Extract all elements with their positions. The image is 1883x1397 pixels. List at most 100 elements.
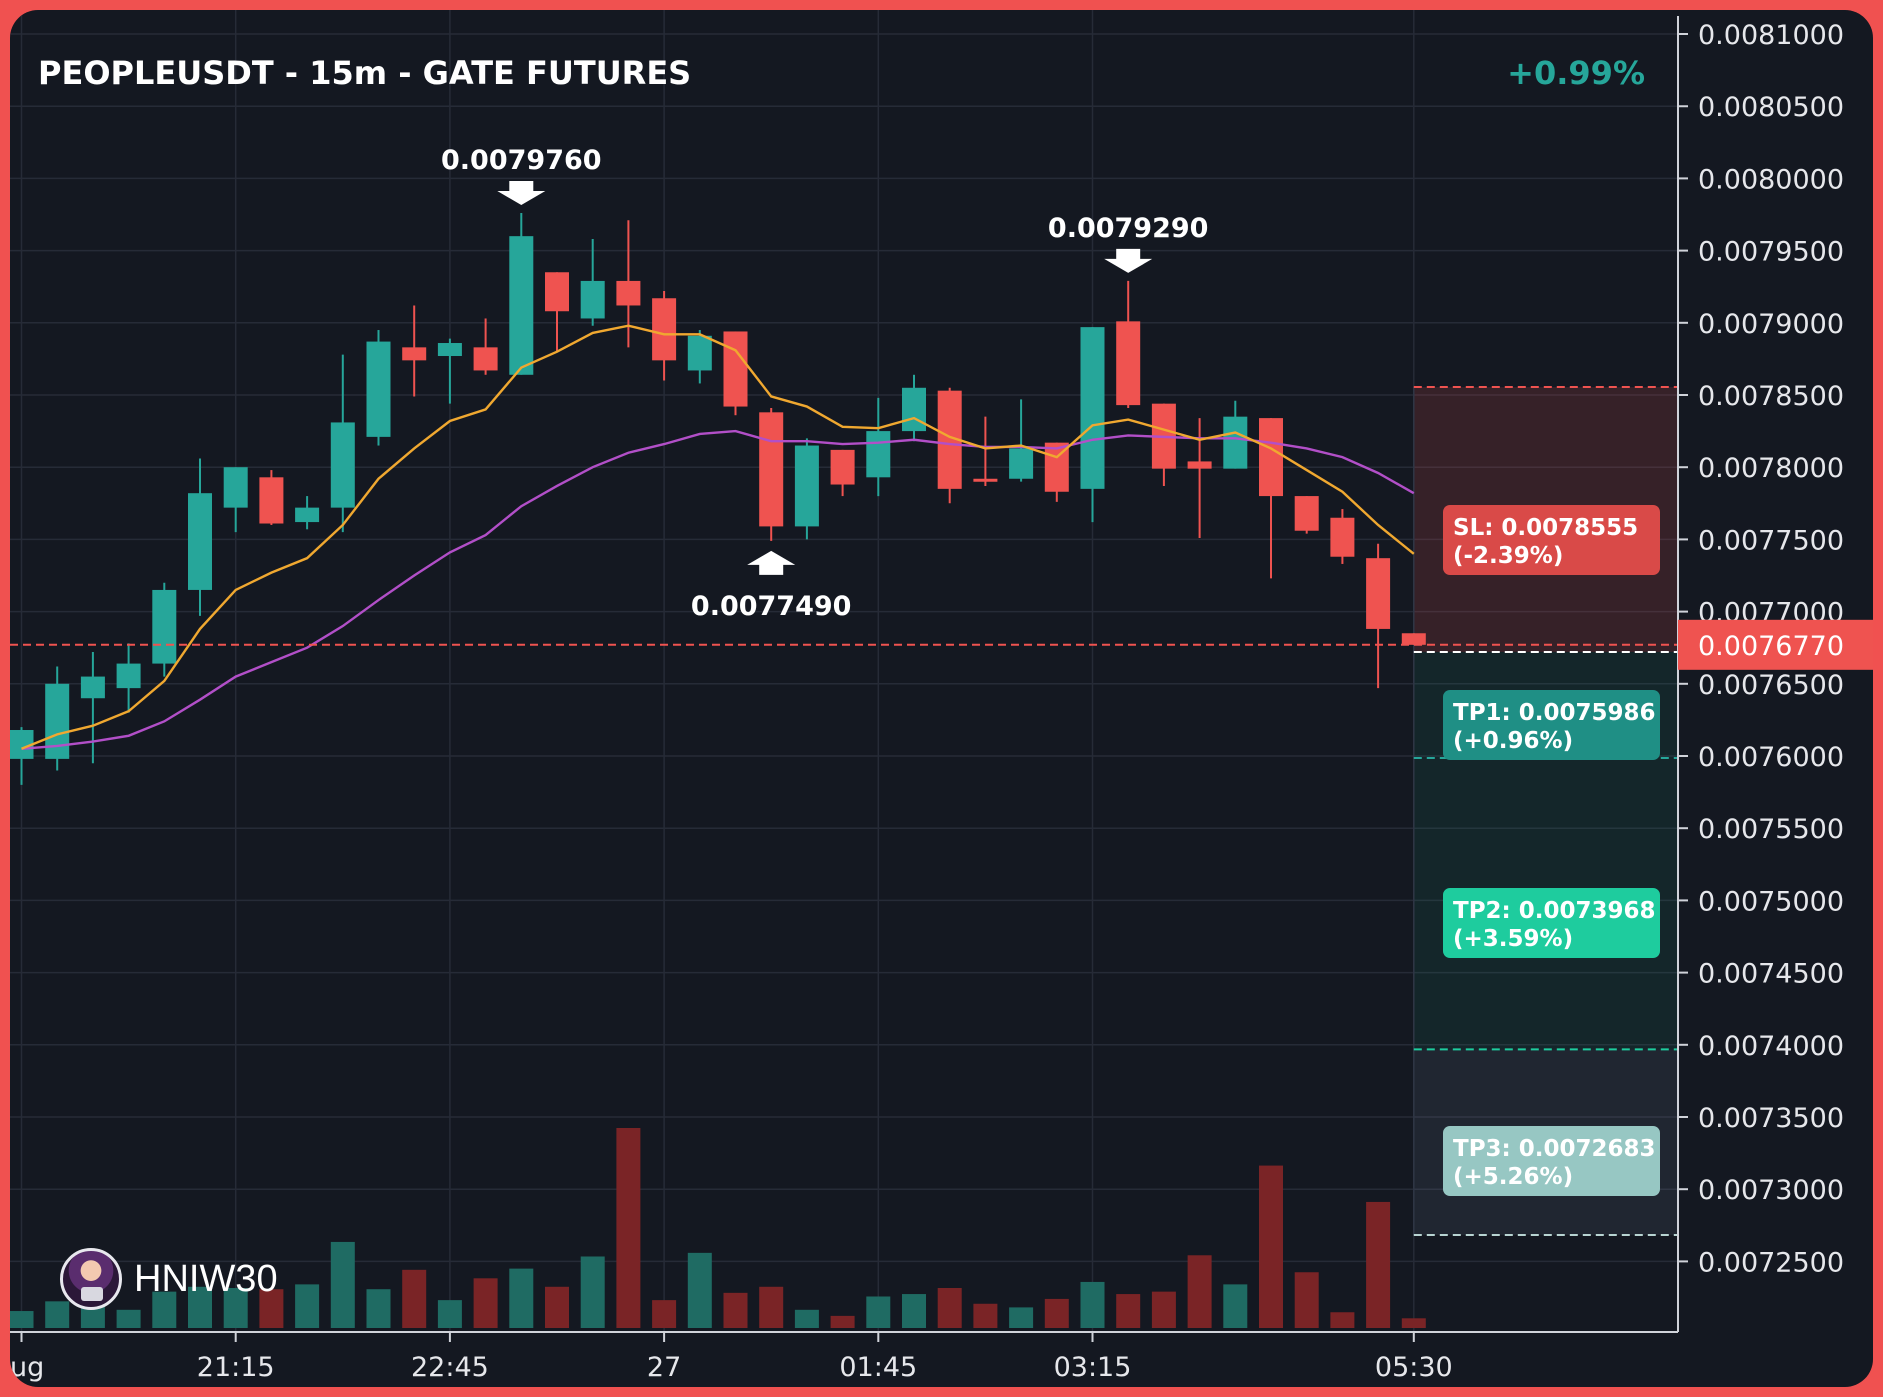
y-tick-label: 0.0079500 [1698, 237, 1844, 268]
tp3-label-bg [1443, 1126, 1660, 1196]
y-tick-label: 0.0081000 [1698, 20, 1844, 51]
candle[interactable] [830, 449, 855, 497]
candle-body [259, 477, 284, 524]
volume-bar [152, 1291, 177, 1328]
x-tick-label: 27 [647, 1352, 681, 1383]
candle[interactable] [1116, 280, 1141, 408]
candle[interactable] [259, 470, 284, 525]
candle[interactable] [80, 652, 105, 764]
swing-low-marker: 0.0077490 [691, 550, 851, 622]
candle-body [1294, 496, 1319, 531]
y-tick-label: 0.0073500 [1698, 1103, 1844, 1134]
candle[interactable] [1259, 418, 1283, 579]
candle[interactable] [152, 582, 177, 677]
sl-label-percent: (-2.39%) [1453, 543, 1563, 569]
candle[interactable] [402, 305, 427, 397]
sl-label-bg [1443, 505, 1660, 575]
chart-frame: 0.0079760 0.0077490 0.0079290 0.0081000 0.0… [10, 10, 1873, 1387]
last-price-tag-bg [1678, 619, 1873, 670]
candle[interactable] [1401, 633, 1426, 645]
tp3-label: TP3: 0.0072683(+5.26%) [1443, 1126, 1660, 1196]
tp1-label-bg [1443, 690, 1660, 760]
tp3-label-price: TP3: 0.0072683 [1453, 1136, 1656, 1162]
candle[interactable] [1009, 399, 1034, 482]
volume-bar [223, 1288, 248, 1328]
volume-bar [259, 1289, 284, 1328]
candle[interactable] [295, 496, 320, 530]
candle[interactable] [902, 374, 926, 442]
candle[interactable] [1187, 418, 1212, 538]
volume-bar [1259, 1165, 1283, 1328]
x-tick-label: 21:15 [197, 1352, 275, 1383]
candle-body [80, 676, 105, 699]
candle[interactable] [45, 666, 70, 771]
candle[interactable] [1330, 509, 1355, 564]
candle-body [1401, 633, 1426, 645]
chart-title: PEOPLEUSDT - 15m - GATE FUTURES [38, 54, 691, 92]
candle[interactable] [1223, 400, 1248, 469]
candle[interactable] [10, 727, 34, 785]
volume-bar [973, 1303, 998, 1328]
arrow-down-icon [1104, 248, 1153, 273]
sl-label: SL: 0.0078555(-2.39%) [1443, 505, 1660, 575]
candle[interactable] [1151, 403, 1176, 486]
candle[interactable] [794, 438, 819, 540]
candle-body [902, 387, 926, 432]
y-tick-label: 0.0072500 [1698, 1247, 1844, 1278]
volume-bar [116, 1309, 141, 1328]
x-tick-label: 05:30 [1375, 1352, 1453, 1383]
watermark-name: HNIW30 [134, 1257, 278, 1300]
volume-bar [45, 1301, 70, 1328]
candle-body [1366, 558, 1391, 629]
candle-body [473, 347, 498, 371]
candle-body [759, 412, 784, 527]
watermark: HNIW30 [60, 1247, 278, 1311]
candle[interactable] [473, 318, 498, 375]
candle[interactable] [188, 458, 212, 616]
volume-bar [616, 1128, 641, 1328]
candle[interactable] [223, 467, 248, 533]
candle[interactable] [580, 239, 605, 326]
tp3-label-percent: (+5.26%) [1453, 1164, 1573, 1190]
candle[interactable] [1044, 442, 1069, 502]
candle[interactable] [366, 330, 391, 446]
volume-bar [794, 1309, 819, 1328]
candle[interactable] [866, 397, 891, 497]
candle[interactable] [759, 407, 784, 541]
candle[interactable] [1366, 543, 1391, 689]
y-tick-label: 0.0078000 [1698, 453, 1844, 484]
candle-body [866, 431, 891, 478]
y-tick-label: 0.0075000 [1698, 886, 1844, 917]
candle-body [1009, 448, 1034, 479]
volume-bar [10, 1311, 34, 1328]
volume-bar [1330, 1312, 1355, 1328]
candle[interactable] [1294, 496, 1319, 534]
volume-bar [723, 1292, 748, 1328]
tp1-label: TP1: 0.0075986(+0.96%) [1443, 690, 1660, 760]
volume-bar [937, 1288, 962, 1328]
candle[interactable] [116, 643, 141, 713]
candle[interactable] [687, 330, 712, 384]
candle[interactable] [652, 291, 677, 381]
candle-body [1116, 321, 1141, 406]
candle[interactable] [330, 354, 355, 533]
candle[interactable] [509, 213, 534, 375]
volume-bar [473, 1278, 498, 1328]
candle-body [1259, 418, 1283, 497]
candle[interactable] [973, 416, 998, 486]
volume-bar [366, 1289, 391, 1328]
candle[interactable] [545, 272, 569, 352]
candle-body [830, 449, 855, 485]
candle[interactable] [437, 338, 462, 404]
y-tick-label: 0.0076500 [1698, 670, 1844, 701]
volume-bar [866, 1296, 891, 1328]
candlestick-chart[interactable]: 0.0079760 0.0077490 0.0079290 0.0081000 0.0… [10, 10, 1873, 1387]
volume-bar [1294, 1272, 1319, 1328]
last-price-label: 0.0076770 [1698, 631, 1844, 662]
candle-body [152, 589, 177, 664]
ema-slow-line [21, 429, 1415, 750]
candle[interactable] [723, 331, 748, 416]
candle-body [723, 331, 748, 407]
candle-body [437, 343, 462, 357]
volume-bar [830, 1315, 855, 1328]
